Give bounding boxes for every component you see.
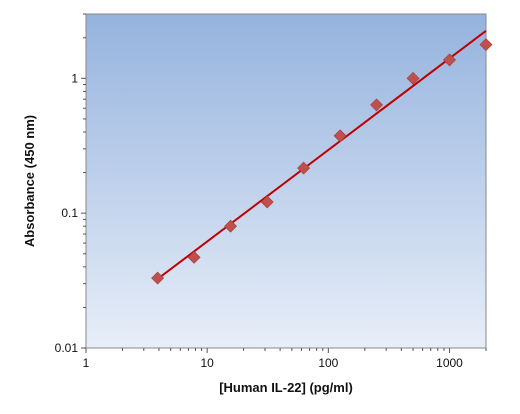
- fit-line-layer: [157, 30, 487, 280]
- data-point: [151, 271, 165, 285]
- data-point: [224, 219, 238, 233]
- fit-line: [157, 30, 487, 280]
- y-tick-label: 1: [71, 71, 78, 85]
- x-tick-label: 1: [83, 356, 90, 370]
- y-tick-label: 0.01: [55, 341, 79, 355]
- data-point: [406, 71, 420, 85]
- data-point: [187, 250, 201, 264]
- x-tick-label: 10: [200, 356, 214, 370]
- data-point: [479, 38, 493, 51]
- axis-ticks: [81, 13, 487, 353]
- x-axis-title: [Human IL-22] (pg/ml): [219, 380, 353, 395]
- x-tick-label: 100: [318, 356, 338, 370]
- y-axis-title: Absorbance (450 nm): [22, 115, 37, 247]
- data-point: [443, 53, 456, 67]
- y-tick-label: 0.1: [61, 206, 78, 220]
- tick-labels: 1 10 100 1000 0.01 0.1 1: [55, 71, 464, 370]
- x-tick-label: 1000: [436, 356, 463, 370]
- data-point: [370, 98, 383, 112]
- data-point: [297, 161, 311, 175]
- data-points: [151, 38, 493, 285]
- data-point: [260, 195, 274, 209]
- data-point: [333, 129, 347, 143]
